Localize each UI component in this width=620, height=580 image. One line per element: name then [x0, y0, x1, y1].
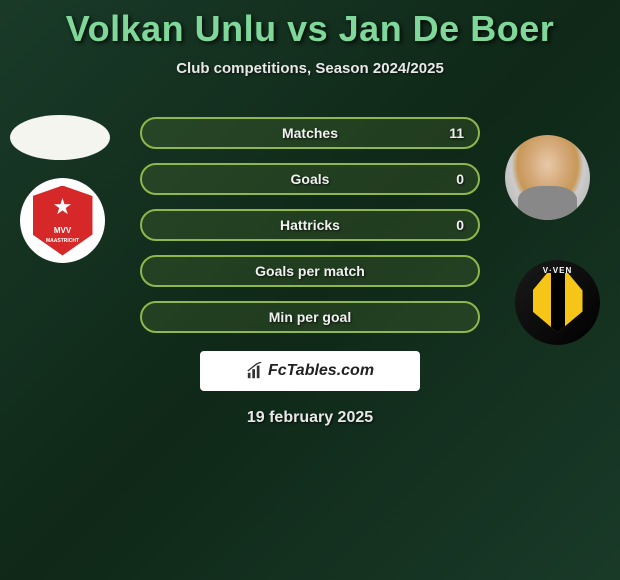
stat-row: Hattricks 0	[140, 209, 480, 241]
fctables-logo: FcTables.com	[200, 351, 420, 391]
stat-row: Min per goal	[140, 301, 480, 333]
chart-icon	[246, 362, 264, 380]
stat-label: Goals per match	[255, 263, 365, 279]
logo-text: FcTables.com	[268, 362, 374, 380]
stat-label: Matches	[282, 125, 338, 141]
stat-value-right: 0	[456, 171, 464, 187]
stat-label: Goals	[291, 171, 330, 187]
season-subtitle: Club competitions, Season 2024/2025	[0, 60, 620, 77]
player-right-avatar	[505, 135, 590, 220]
stat-row: Matches 11	[140, 117, 480, 149]
stat-label: Min per goal	[269, 309, 351, 325]
comparison-title: Volkan Unlu vs Jan De Boer	[0, 0, 620, 50]
club-right-badge: V·VEN	[515, 260, 600, 345]
stat-label: Hattricks	[280, 217, 340, 233]
stats-container: Matches 11 Goals 0 Hattricks 0 Goals per…	[140, 117, 480, 333]
stat-value-right: 11	[449, 125, 464, 141]
stat-row: Goals per match	[140, 255, 480, 287]
club-left-name: MVV MAASTRICHT	[33, 226, 93, 244]
stat-row: Goals 0	[140, 163, 480, 195]
club-left-badge: ★ MVV MAASTRICHT	[20, 178, 105, 263]
avatar-placeholder	[10, 115, 110, 160]
player-left-avatar	[10, 115, 110, 160]
avatar-photo	[505, 135, 590, 220]
comparison-date: 19 february 2025	[0, 409, 620, 427]
star-icon: ★	[53, 194, 73, 220]
stat-value-right: 0	[456, 217, 464, 233]
